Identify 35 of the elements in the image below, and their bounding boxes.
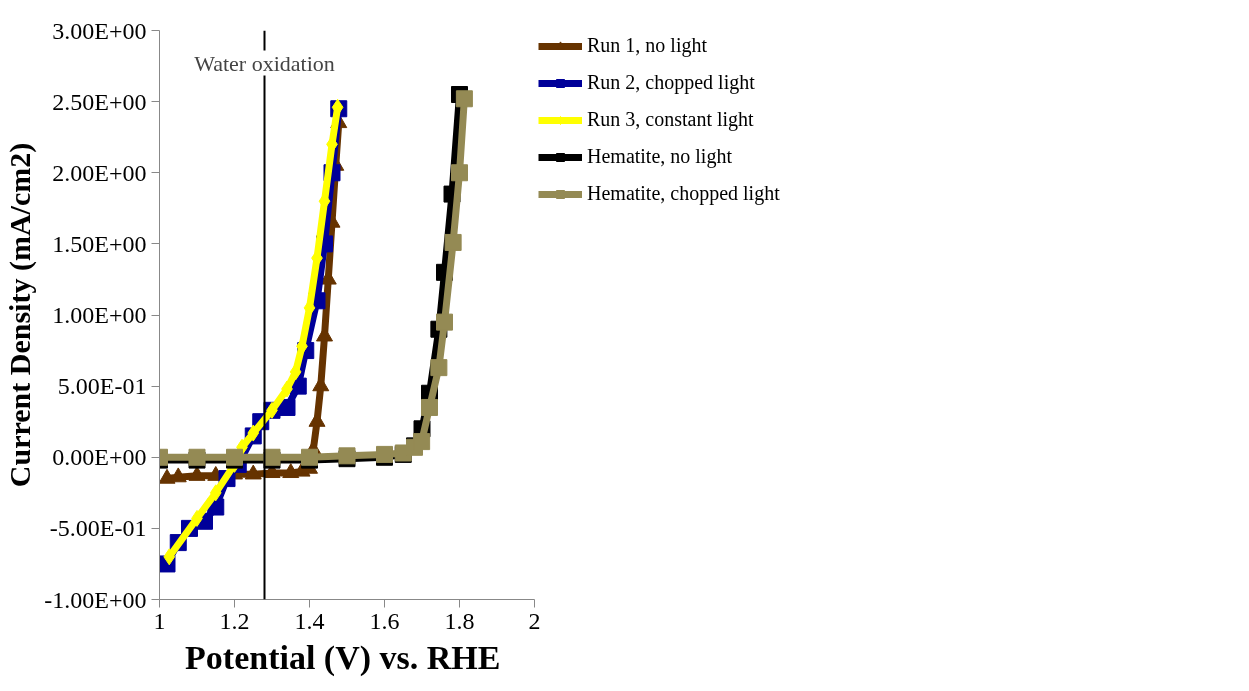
point: [451, 164, 468, 182]
point: [455, 90, 473, 108]
ref-line-label: Water oxidation: [194, 50, 335, 76]
x-tick-label: 2: [528, 607, 541, 634]
x-tick-label: 1.2: [219, 607, 250, 634]
point: [209, 484, 222, 502]
y-tick-label: 1.00E+00: [52, 302, 147, 328]
point: [444, 233, 462, 251]
legend-label: Hematite, chopped light: [587, 182, 780, 205]
y-tick-label: 2.50E+00: [52, 88, 147, 115]
x-axis-title: Potential (V) vs. RHE: [185, 638, 501, 677]
x-tick-label: 1.8: [444, 607, 475, 634]
legend-label: Hematite, no light: [587, 145, 732, 168]
y-tick-label: 0.00E+00: [52, 444, 147, 471]
point: [278, 398, 296, 416]
legend-label: Run 2, chopped light: [587, 71, 755, 94]
point: [188, 466, 206, 481]
point: [163, 548, 176, 566]
x-tick-label: 1.4: [294, 607, 325, 634]
y-tick-label: 1.50E+00: [52, 230, 147, 257]
y-axis-title: Current Density (mA/cm2): [3, 142, 38, 488]
x-tick-label: 1.6: [369, 607, 400, 634]
legend-label: Run 3, constant light: [587, 108, 754, 131]
y-tick-label: -5.00E-01: [49, 515, 147, 542]
point: [421, 398, 438, 416]
y-tick-label: 5.00E-01: [57, 373, 147, 400]
legend-label: Run 1, no light: [587, 34, 708, 57]
point: [436, 313, 453, 331]
point: [413, 433, 431, 451]
point: [430, 359, 448, 377]
y-tick-label: 2.00E+00: [52, 159, 147, 186]
y-tick-label: 3.00E+00: [52, 17, 147, 44]
point: [244, 464, 262, 480]
x-tick-label: 1: [153, 607, 166, 634]
y-tick-label: -1.00E+00: [44, 586, 147, 613]
